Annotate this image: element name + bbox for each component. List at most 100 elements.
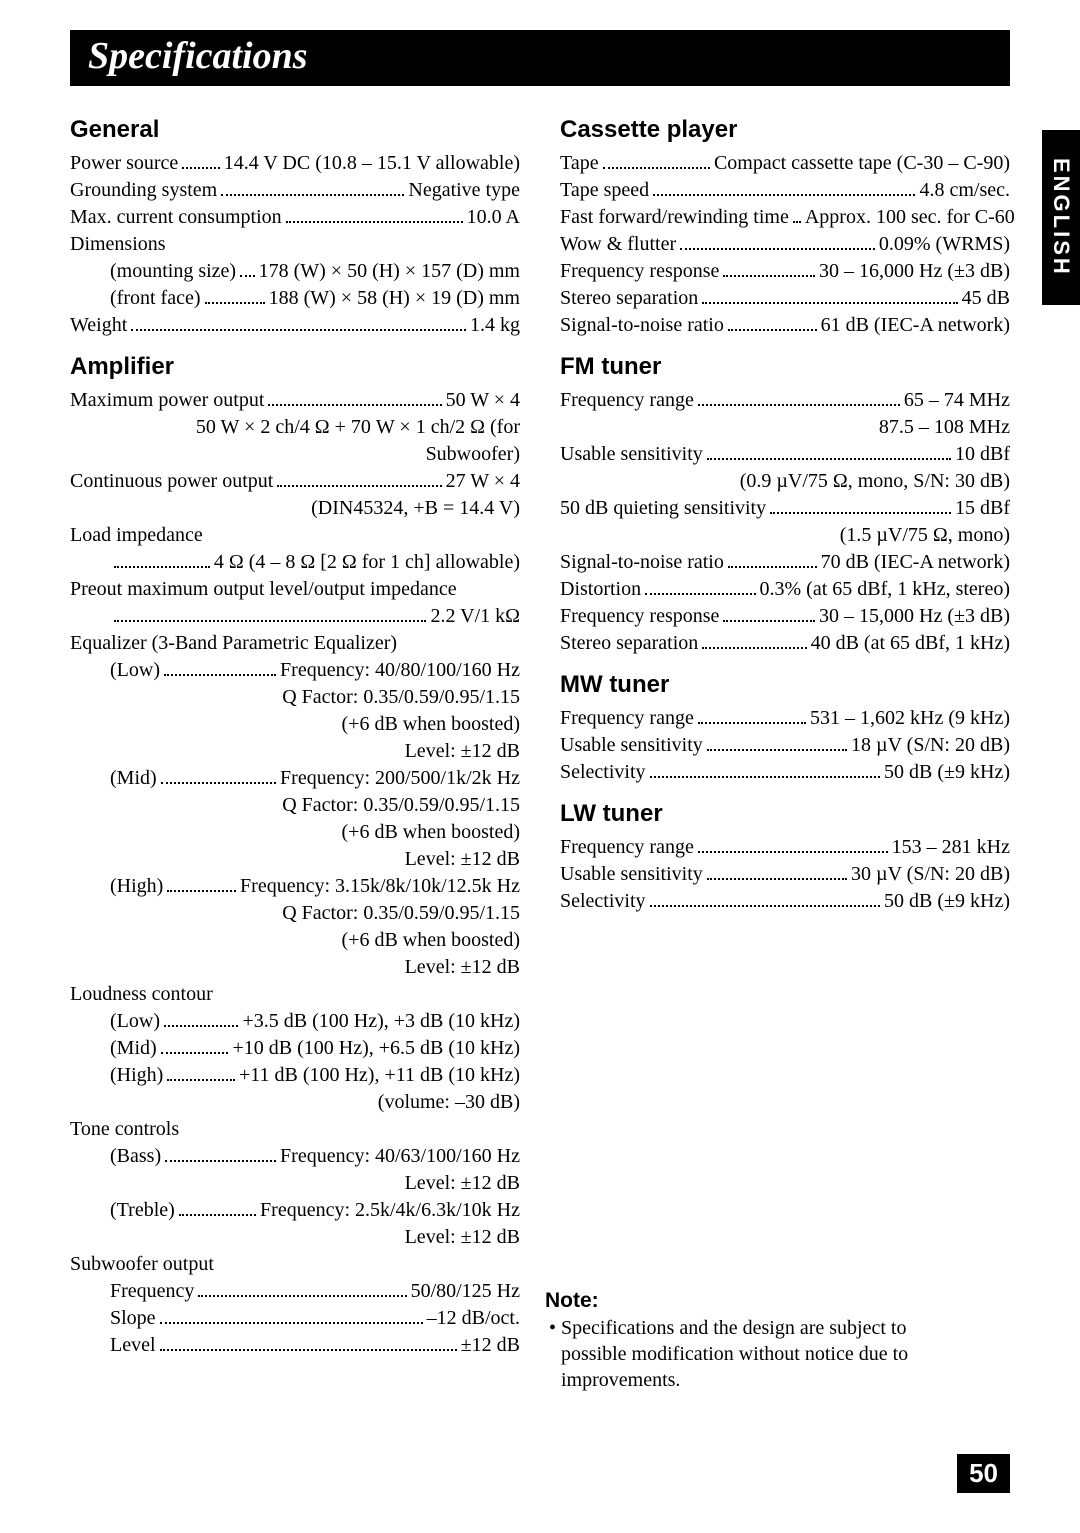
spec-dots [650,889,880,907]
spec-dots [653,178,915,196]
spec-row: Continuous power output27 W × 4 [70,468,520,495]
language-tab: ENGLISH [1042,130,1080,305]
spec-label: (Low) [110,657,160,684]
spec-row: Frequency range531 – 1,602 kHz (9 kHz) [560,705,1010,732]
spec-value: ±12 dB [461,1332,520,1359]
spec-value: 188 (W) × 58 (H) × 19 (D) mm [269,285,520,312]
section-heading: Cassette player [560,116,1010,144]
spec-dots [707,442,951,460]
spec-dots [165,1144,276,1162]
spec-value: 178 (W) × 50 (H) × 157 (D) mm [259,258,520,285]
spec-value: +11 dB (100 Hz), +11 dB (10 kHz) [239,1062,520,1089]
spec-value: 4.8 cm/sec. [919,177,1010,204]
spec-label: Frequency range [560,705,694,732]
spec-value: Frequency: 40/80/100/160 Hz [280,657,520,684]
left-column: GeneralPower source14.4 V DC (10.8 – 15.… [70,116,520,1359]
spec-value: 10 dBf [955,441,1010,468]
spec-label: 50 dB quieting sensitivity [560,495,766,522]
spec-dots [182,151,219,169]
note-bullet: • [549,1317,556,1339]
note-heading: Note: [545,1289,950,1313]
spec-row: Grounding systemNegative type [70,177,520,204]
spec-dots [221,178,404,196]
spec-dots [167,874,236,892]
spec-right: (+6 dB when boosted) [70,819,520,846]
spec-plain: Tone controls [70,1116,520,1143]
note-body: • Specifications and the design are subj… [545,1315,950,1393]
spec-dots [698,388,900,406]
spec-label: (High) [110,1062,163,1089]
spec-right: Level: ±12 dB [70,954,520,981]
spec-row: (Low) Frequency: 40/80/100/160 Hz [70,657,520,684]
section-heading: Amplifier [70,353,520,381]
spec-value: 10.0 A [467,204,520,231]
section-heading: FM tuner [560,353,1010,381]
spec-right: Q Factor: 0.35/0.59/0.95/1.15 [70,900,520,927]
spec-value: 30 µV (S/N: 20 dB) [851,861,1010,888]
spec-value: 65 – 74 MHz [904,387,1010,414]
spec-label: Weight [70,312,127,339]
spec-row: Frequency50/80/125 Hz [70,1278,520,1305]
spec-dots [770,496,951,514]
spec-row: Selectivity50 dB (±9 kHz) [560,888,1010,915]
spec-right: Q Factor: 0.35/0.59/0.95/1.15 [70,792,520,819]
spec-label: (Mid) [110,765,157,792]
spec-plain: Preout maximum output level/output imped… [70,576,520,603]
spec-value: 15 dBf [955,495,1010,522]
spec-right: (DIN45324, +B = 14.4 V) [70,495,520,522]
spec-right: 87.5 – 108 MHz [560,414,1010,441]
spec-row: (Mid)Frequency: 200/500/1k/2k Hz [70,765,520,792]
spec-dots [793,205,801,223]
spec-dots [179,1198,256,1216]
spec-plain: Dimensions [70,231,520,258]
spec-value: 61 dB (IEC-A network) [821,312,1010,339]
right-column: Cassette playerTapeCompact cassette tape… [560,116,1010,1359]
page-title: Specifications [88,35,308,77]
spec-right: (+6 dB when boosted) [70,927,520,954]
spec-row: (Treble)Frequency: 2.5k/4k/6.3k/10k Hz [70,1197,520,1224]
spec-right: Level: ±12 dB [70,738,520,765]
spec-label: (Low) [110,1008,160,1035]
spec-dots [707,733,847,751]
spec-value: 45 dB [962,285,1010,312]
spec-right: (1.5 µV/75 Ω, mono) [560,522,1010,549]
spec-row: Usable sensitivity30 µV (S/N: 20 dB) [560,861,1010,888]
spec-value: Frequency: 40/63/100/160 Hz [280,1143,520,1170]
spec-dots [286,205,463,223]
spec-value: Approx. 100 sec. for C-60 [805,204,1015,231]
spec-row: Frequency response30 – 15,000 Hz (±3 dB) [560,603,1010,630]
spec-dots [114,604,426,622]
spec-label: Slope [110,1305,156,1332]
language-label: ENGLISH [1048,158,1074,277]
spec-dots [707,862,847,880]
spec-label: Selectivity [560,888,646,915]
spec-dots [131,313,466,331]
spec-row: Slope–12 dB/oct. [70,1305,520,1332]
spec-dots [650,760,880,778]
spec-value: 4 Ω (4 – 8 Ω [2 Ω for 1 ch] allowable) [214,549,520,576]
spec-label: Usable sensitivity [560,732,703,759]
spec-label: (Treble) [110,1197,175,1224]
spec-value: 70 dB (IEC-A network) [821,549,1010,576]
spec-value: Frequency: 3.15k/8k/10k/12.5k Hz [240,873,520,900]
spec-row: Power source14.4 V DC (10.8 – 15.1 V all… [70,150,520,177]
spec-plain: Loudness contour [70,981,520,1008]
section-heading: MW tuner [560,671,1010,699]
spec-row: Max. current consumption10.0 A [70,204,520,231]
spec-dots [728,313,817,331]
spec-dots [698,835,888,853]
spec-value: 50 dB (±9 kHz) [884,759,1010,786]
spec-label: Level [110,1332,156,1359]
spec-label: (front face) [110,285,201,312]
spec-row: (mounting size)178 (W) × 50 (H) × 157 (D… [70,258,520,285]
spec-value: 50/80/125 Hz [411,1278,520,1305]
spec-value: 0.3% (at 65 dBf, 1 kHz, stereo) [760,576,1011,603]
spec-value: 2.2 V/1 kΩ [430,603,520,630]
spec-right: Level: ±12 dB [70,1170,520,1197]
page-title-bar: Specifications [70,30,1010,86]
spec-row: Signal-to-noise ratio70 dB (IEC-A networ… [560,549,1010,576]
spec-row: Stereo separation 45 dB [560,285,1010,312]
spec-dots [645,577,755,595]
spec-dots [728,550,817,568]
spec-label: Stereo separation [560,285,698,312]
